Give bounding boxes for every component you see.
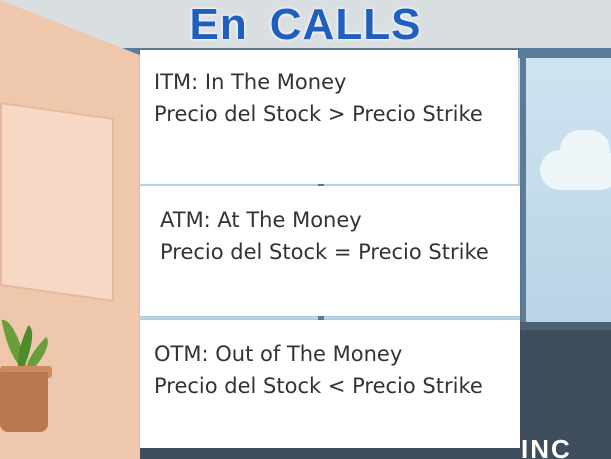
slide-title: En CALLS bbox=[0, 0, 611, 50]
itm-card: ITM: In The Money Precio del Stock > Pre… bbox=[140, 50, 518, 184]
title-word-en: En bbox=[189, 0, 248, 49]
title-word-calls: CALLS bbox=[269, 0, 422, 49]
itm-condition: Precio del Stock > Precio Strike bbox=[154, 102, 483, 126]
otm-definition: OTM: Out of The Money bbox=[154, 342, 403, 366]
otm-card: OTM: Out of The Money Precio del Stock <… bbox=[140, 320, 520, 448]
cloud bbox=[560, 130, 610, 170]
atm-card: ATM: At The Money Precio del Stock = Pre… bbox=[140, 186, 520, 316]
plant-pot bbox=[0, 372, 48, 432]
wall-panel bbox=[0, 101, 114, 303]
window-mullion bbox=[520, 48, 526, 348]
atm-condition: Precio del Stock = Precio Strike bbox=[160, 240, 489, 264]
itm-definition: ITM: In The Money bbox=[154, 70, 347, 94]
corner-logo: INC bbox=[521, 439, 572, 459]
atm-definition: ATM: At The Money bbox=[160, 208, 362, 232]
ceiling bbox=[0, 0, 611, 48]
otm-condition: Precio del Stock < Precio Strike bbox=[154, 374, 483, 398]
